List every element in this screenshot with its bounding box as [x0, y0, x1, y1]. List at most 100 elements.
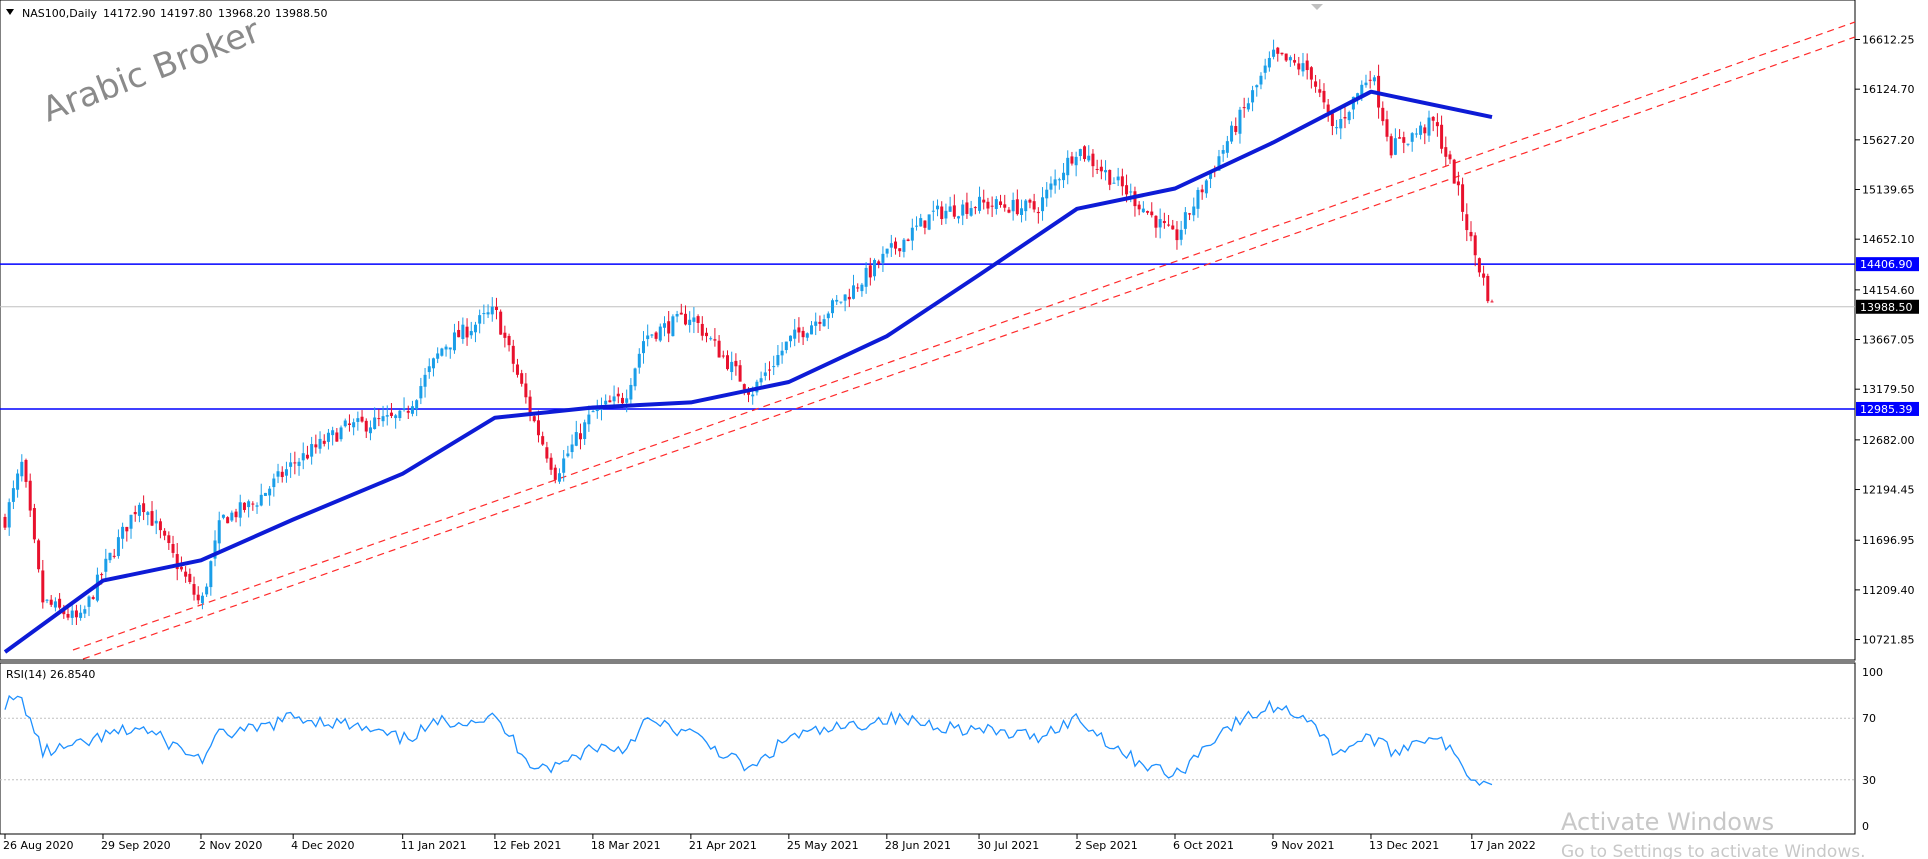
- candle-body: [343, 420, 347, 427]
- candle-body: [1364, 82, 1368, 86]
- candle-body: [53, 601, 57, 608]
- candle-body: [1423, 127, 1427, 134]
- candle-body: [986, 201, 990, 209]
- candle-body: [1251, 90, 1255, 103]
- candle-body: [847, 296, 851, 300]
- candle-body: [1335, 127, 1339, 129]
- candle-body: [276, 471, 280, 477]
- rsi-tick-label: 30: [1862, 774, 1876, 787]
- candle-body: [973, 207, 977, 209]
- candle-body: [877, 261, 881, 264]
- candle-body: [894, 241, 898, 249]
- candle-body: [1301, 63, 1305, 72]
- candle-body: [839, 301, 843, 303]
- candle-body: [662, 323, 666, 328]
- candle-body: [1406, 143, 1410, 145]
- candle-body: [810, 325, 814, 335]
- candle-body: [1452, 159, 1456, 184]
- candle-body: [1368, 79, 1372, 81]
- candle-body: [1179, 229, 1183, 240]
- candle-body: [574, 432, 578, 446]
- candle-body: [1116, 176, 1120, 181]
- candle-body: [230, 512, 234, 521]
- candle-body: [1242, 107, 1246, 109]
- candle-body: [856, 287, 860, 289]
- candle-body: [100, 574, 104, 576]
- shift-marker-icon[interactable]: [1311, 4, 1323, 10]
- candle-body: [322, 440, 326, 444]
- trendline-lower[interactable]: [82, 36, 1856, 660]
- candle-body: [927, 214, 931, 230]
- candle-body: [931, 210, 935, 212]
- candle-body: [524, 383, 528, 398]
- candle-body: [83, 609, 87, 614]
- candle-body: [70, 610, 74, 618]
- candle-body: [1049, 183, 1053, 190]
- symbol-label: NAS100,Daily: [22, 7, 98, 20]
- date-tick-label: 28 Jun 2021: [885, 839, 951, 852]
- candle-body: [978, 196, 982, 211]
- candle-body: [24, 459, 28, 482]
- candle-body: [163, 530, 167, 536]
- candle-body: [74, 610, 78, 618]
- candle-body: [1028, 199, 1032, 203]
- candle-body: [1120, 176, 1124, 187]
- close-value: 13988.50: [275, 7, 328, 20]
- candle-body: [339, 427, 343, 440]
- candle-body: [251, 503, 255, 505]
- candle-body: [1330, 113, 1334, 127]
- candle-body: [948, 206, 952, 212]
- candle-body: [385, 415, 389, 417]
- date-tick-label: 18 Mar 2021: [591, 839, 661, 852]
- candle-body: [356, 418, 360, 422]
- candle-body: [196, 594, 200, 601]
- candle-body: [58, 598, 62, 608]
- candle-body: [1196, 189, 1200, 209]
- candle-body: [238, 502, 242, 518]
- candle-body: [713, 339, 717, 341]
- candle-body: [1204, 180, 1208, 194]
- level-price-label: 12985.39: [1860, 403, 1913, 416]
- candle-body: [1011, 199, 1015, 212]
- candle-body: [1486, 275, 1490, 302]
- candle-body: [1150, 211, 1154, 216]
- candle-body: [822, 319, 826, 327]
- price-tick-label: 11696.95: [1862, 534, 1915, 547]
- candle-body: [969, 208, 973, 216]
- candle-body: [940, 206, 944, 220]
- candle-body: [1322, 90, 1326, 103]
- candle-body: [284, 469, 288, 476]
- date-tick-label: 11 Jan 2021: [401, 839, 467, 852]
- candle-body: [1490, 301, 1494, 303]
- candle-body: [297, 461, 301, 466]
- candle-body: [1276, 47, 1280, 54]
- candle-body: [205, 586, 209, 595]
- low-value: 13968.20: [218, 7, 271, 20]
- candle-body: [461, 324, 465, 339]
- date-tick-label: 4 Dec 2020: [291, 839, 354, 852]
- candle-body: [482, 313, 486, 315]
- candle-body: [1070, 156, 1074, 164]
- candle-body: [721, 355, 725, 357]
- date-tick-label: 25 May 2021: [787, 839, 859, 852]
- candle-body: [604, 400, 608, 405]
- candle-body: [545, 447, 549, 459]
- candle-body: [490, 306, 494, 315]
- candle-body: [381, 416, 385, 422]
- candle-body: [301, 453, 305, 461]
- candle-body: [158, 521, 162, 531]
- candle-body: [11, 488, 15, 502]
- candle-body: [734, 360, 738, 367]
- trendline-upper[interactable]: [72, 21, 1856, 651]
- candle-body: [1272, 49, 1276, 57]
- candle-body: [142, 503, 146, 513]
- candle-body: [494, 306, 498, 311]
- candle-body: [112, 555, 116, 557]
- candle-body: [1238, 109, 1242, 134]
- candle-body: [1398, 137, 1402, 139]
- chevron-down-icon[interactable]: [6, 9, 14, 15]
- candle-body: [704, 332, 708, 337]
- rsi-tick-label: 100: [1862, 666, 1883, 679]
